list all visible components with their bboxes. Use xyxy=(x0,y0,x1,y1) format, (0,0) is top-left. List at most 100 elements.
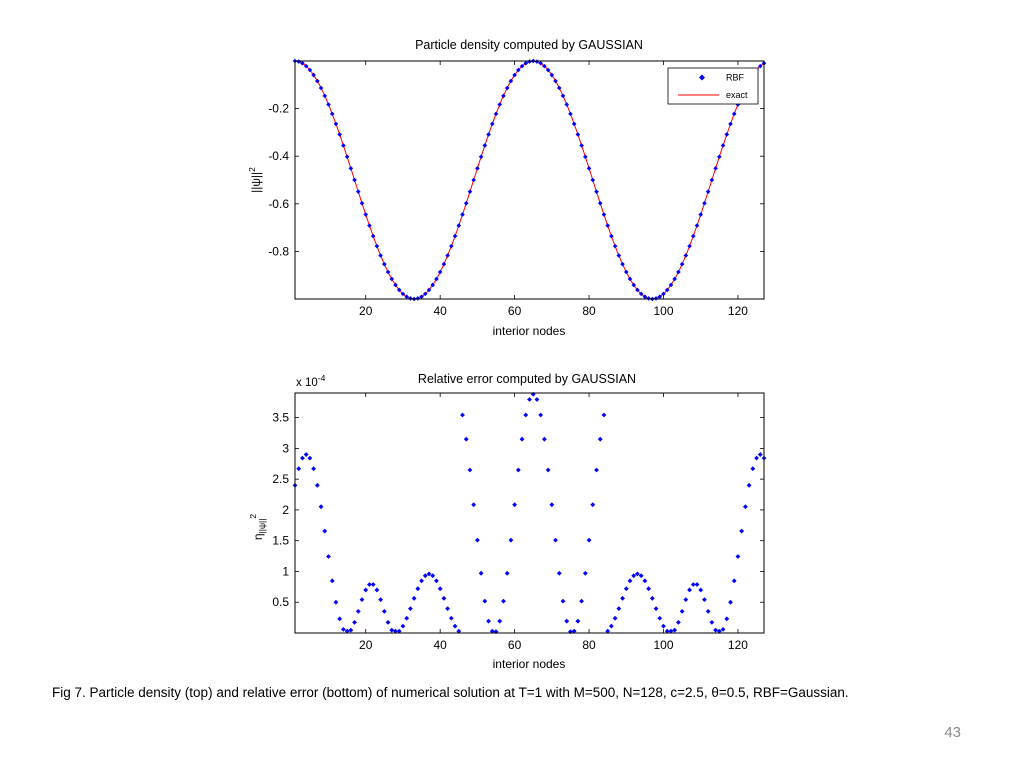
error-point xyxy=(311,466,317,472)
figure-caption: Fig 7. Particle density (top) and relati… xyxy=(52,685,849,700)
error-point xyxy=(374,587,380,593)
y-tick-label: 2.5 xyxy=(272,472,289,486)
rbf-point xyxy=(586,166,592,171)
error-point xyxy=(754,455,759,461)
page-number: 43 xyxy=(944,724,961,741)
error-point xyxy=(627,578,633,584)
error-series-group xyxy=(292,391,767,635)
error-point xyxy=(512,502,518,508)
rbf-point xyxy=(534,59,540,64)
error-point xyxy=(419,578,424,584)
rbf-point xyxy=(676,269,681,275)
error-y-multiplier: x 10-4 xyxy=(296,373,326,389)
error-point xyxy=(467,467,473,473)
error-point xyxy=(571,628,577,634)
error-point xyxy=(497,618,503,624)
error-point xyxy=(638,573,644,579)
rbf-point xyxy=(627,276,633,282)
rbf-point xyxy=(396,287,402,293)
error-x-axis-label: interior nodes xyxy=(493,657,566,671)
error-point xyxy=(635,571,640,577)
rbf-point xyxy=(378,253,383,258)
error-point xyxy=(378,597,384,603)
rbf-point xyxy=(698,212,704,217)
error-point xyxy=(702,597,707,603)
error-point xyxy=(698,587,704,593)
rbf-point xyxy=(556,85,562,91)
rbf-point xyxy=(311,72,316,78)
error-point xyxy=(683,597,689,603)
rbf-point xyxy=(348,166,354,171)
rbf-point xyxy=(441,261,447,267)
legend-box xyxy=(667,67,759,105)
rbf-point xyxy=(389,276,395,282)
rbf-point xyxy=(668,282,674,288)
rbf-point xyxy=(594,189,599,194)
error-point xyxy=(594,467,599,473)
rbf-point xyxy=(501,93,506,99)
rbf-point xyxy=(460,212,465,217)
error-point xyxy=(318,504,324,510)
error-point xyxy=(664,628,670,634)
rbf-point xyxy=(467,189,473,194)
legend-rbf-label: RBF xyxy=(726,73,745,83)
rbf-point xyxy=(609,233,614,239)
x-tick-label: 40 xyxy=(433,638,447,652)
error-point xyxy=(303,452,309,457)
rbf-point xyxy=(374,243,380,249)
error-point xyxy=(653,606,659,611)
error-point xyxy=(716,628,722,634)
error-point xyxy=(649,595,655,601)
x-tick-label: 20 xyxy=(359,638,373,652)
rbf-point xyxy=(564,102,570,107)
rbf-point xyxy=(426,287,432,293)
rbf-point xyxy=(728,121,733,127)
rbf-point xyxy=(709,177,715,183)
error-point xyxy=(381,608,387,614)
rbf-point xyxy=(549,72,555,78)
rbf-point xyxy=(482,143,488,148)
rbf-point xyxy=(352,177,357,183)
error-point xyxy=(344,628,350,634)
error-y-axis-label-main: η xyxy=(251,533,265,540)
x-tick-label: 20 xyxy=(359,304,373,318)
rbf-point xyxy=(538,60,543,66)
x-tick-label: 80 xyxy=(582,638,596,652)
error-point xyxy=(385,619,391,625)
rbf-point xyxy=(590,177,596,183)
rbf-point xyxy=(452,233,458,239)
error-point xyxy=(445,606,451,611)
rbf-point xyxy=(456,223,462,228)
rbf-point xyxy=(445,253,450,258)
error-point xyxy=(359,597,365,603)
rbf-point xyxy=(519,63,525,69)
error-point xyxy=(556,570,562,576)
error-point xyxy=(657,615,663,621)
error-point xyxy=(739,528,745,534)
error-y-axis-label: η||ψ||2 xyxy=(248,514,267,541)
error-point xyxy=(486,618,491,624)
density-x-axis-label: interior nodes xyxy=(493,324,566,338)
error-point xyxy=(750,466,756,472)
y-tick-label: -0.4 xyxy=(268,149,289,163)
rbf-point xyxy=(642,294,648,300)
error-point xyxy=(746,482,752,488)
density-chart-title: Particle density computed by GAUSSIAN xyxy=(415,38,643,52)
x-tick-label: 100 xyxy=(653,638,673,652)
rbf-point xyxy=(583,154,588,160)
rbf-point xyxy=(523,60,529,66)
rbf-point xyxy=(679,261,685,267)
rbf-point xyxy=(542,63,547,69)
error-point xyxy=(742,504,748,510)
rbf-point xyxy=(620,261,625,267)
rbf-point xyxy=(422,291,428,297)
error-point xyxy=(720,626,726,632)
rbf-point xyxy=(508,78,514,84)
error-point xyxy=(612,615,618,621)
x-tick-label: 60 xyxy=(508,638,522,652)
rbf-point xyxy=(553,78,558,84)
rbf-point xyxy=(475,166,480,171)
error-point xyxy=(728,599,733,605)
rbf-point xyxy=(605,223,610,228)
